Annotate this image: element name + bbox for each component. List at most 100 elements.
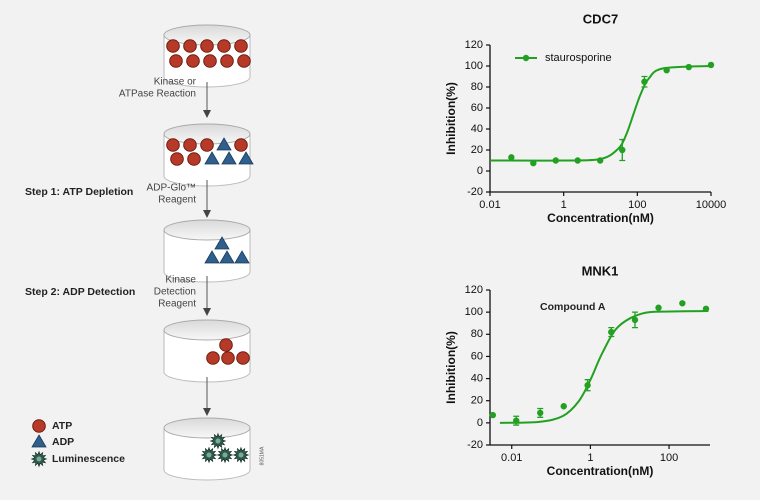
y-tick-label: 20 — [471, 144, 483, 156]
data-point — [489, 411, 497, 419]
atp-icon — [220, 54, 234, 68]
data-point — [655, 304, 662, 311]
adp-icon — [204, 250, 220, 264]
dish — [163, 123, 254, 187]
reagent-label: ADP-Glo™ — [147, 183, 196, 194]
figure-code: 8051MA — [259, 446, 265, 465]
dish-rim — [163, 219, 251, 241]
x-axis-title: Concentration(nM) — [547, 211, 654, 225]
x-tick-label: 100 — [660, 452, 678, 464]
dish — [163, 417, 251, 481]
reagent-label: Detection — [154, 287, 196, 298]
luminescence-core — [215, 438, 221, 444]
atp-icon — [170, 152, 184, 166]
chart: MNK1 -20 0 20 40 60 80 100 120 0.01 1 100 Concentrat… — [444, 263, 710, 478]
legend-marker — [522, 54, 530, 62]
legend-label: ATP — [52, 420, 72, 432]
y-axis-title: Inhibition(%) — [444, 82, 458, 155]
y-tick-label: 20 — [471, 395, 483, 407]
legend-item: Luminescence — [30, 450, 125, 468]
data-point — [560, 403, 567, 410]
atp-icon — [221, 351, 235, 365]
atp-icon — [183, 138, 197, 152]
dish — [163, 219, 251, 283]
y-tick-label: 0 — [477, 165, 483, 177]
y-tick-label: 100 — [465, 306, 483, 318]
data-point — [537, 409, 544, 417]
fit-curve — [489, 65, 712, 162]
luminescence-core — [206, 452, 212, 458]
atp-icon — [32, 419, 46, 433]
data-point — [596, 157, 604, 164]
y-tick-label: 80 — [471, 328, 483, 340]
legend-label: staurosporine — [545, 52, 612, 64]
step-label: Step 2: ADP Detection — [25, 286, 135, 298]
reagent-label: ATPase Reaction — [119, 89, 196, 100]
data-point — [513, 417, 520, 424]
y-tick-label: 120 — [465, 39, 483, 51]
reagent-label: Kinase — [165, 275, 196, 286]
data-point — [702, 305, 710, 313]
adp-icon — [234, 250, 250, 264]
data-point — [707, 61, 715, 69]
atp-icon — [186, 54, 200, 68]
y-tick-label: 0 — [477, 417, 483, 429]
y-tick-label: 120 — [465, 284, 483, 296]
data-point — [530, 159, 537, 167]
y-axis-title: Inhibition(%) — [444, 331, 458, 404]
dish — [163, 319, 251, 383]
x-tick-label: 0.01 — [479, 199, 500, 211]
data-point — [619, 146, 626, 154]
atp-icon — [219, 338, 233, 352]
y-tick-label: 60 — [471, 350, 483, 362]
atp-icon — [234, 39, 248, 53]
adp-icon — [219, 250, 235, 264]
luminescence-core — [222, 452, 228, 458]
dish-body — [163, 229, 251, 283]
data-point — [608, 328, 615, 336]
atp-icon — [183, 39, 197, 53]
atp-icon — [237, 54, 251, 68]
step-label: Step 1: ATP Depletion — [25, 186, 133, 198]
data-point — [574, 157, 581, 164]
dish-rim — [163, 417, 251, 439]
data-point — [641, 78, 648, 85]
x-tick-label: 100 — [628, 199, 646, 211]
y-tick-label: -20 — [467, 186, 483, 198]
y-tick-label: 40 — [471, 123, 483, 135]
reagent-label: Reagent — [158, 299, 196, 310]
adp-icon — [214, 236, 230, 250]
adp-icon — [221, 151, 237, 165]
data-point — [584, 382, 591, 389]
adp-icon — [204, 151, 220, 165]
data-point — [552, 157, 559, 164]
data-point — [685, 63, 693, 71]
luminescence-core — [36, 456, 42, 462]
atp-icon — [169, 54, 183, 68]
legend-item: ADP — [31, 434, 74, 448]
legend-label: Luminescence — [52, 453, 125, 465]
y-tick-label: 100 — [465, 60, 483, 72]
atp-icon — [166, 39, 180, 53]
x-tick-label: 1 — [587, 452, 593, 464]
atp-icon — [234, 138, 248, 152]
y-tick-label: 80 — [471, 81, 483, 93]
y-tick-label: -20 — [467, 439, 483, 451]
adp-icon — [238, 151, 254, 165]
dish — [163, 24, 251, 88]
atp-icon — [236, 351, 250, 365]
x-tick-label: 1 — [561, 199, 567, 211]
atp-icon — [206, 351, 220, 365]
data-point — [631, 316, 639, 324]
atp-icon — [187, 152, 201, 166]
x-axis-title: Concentration(nM) — [547, 464, 654, 478]
chart-title: CDC7 — [583, 11, 618, 26]
reagent-label: Reagent — [158, 195, 196, 206]
luminescence-core — [238, 452, 244, 458]
data-point — [679, 300, 686, 307]
dish-rim — [163, 319, 251, 341]
